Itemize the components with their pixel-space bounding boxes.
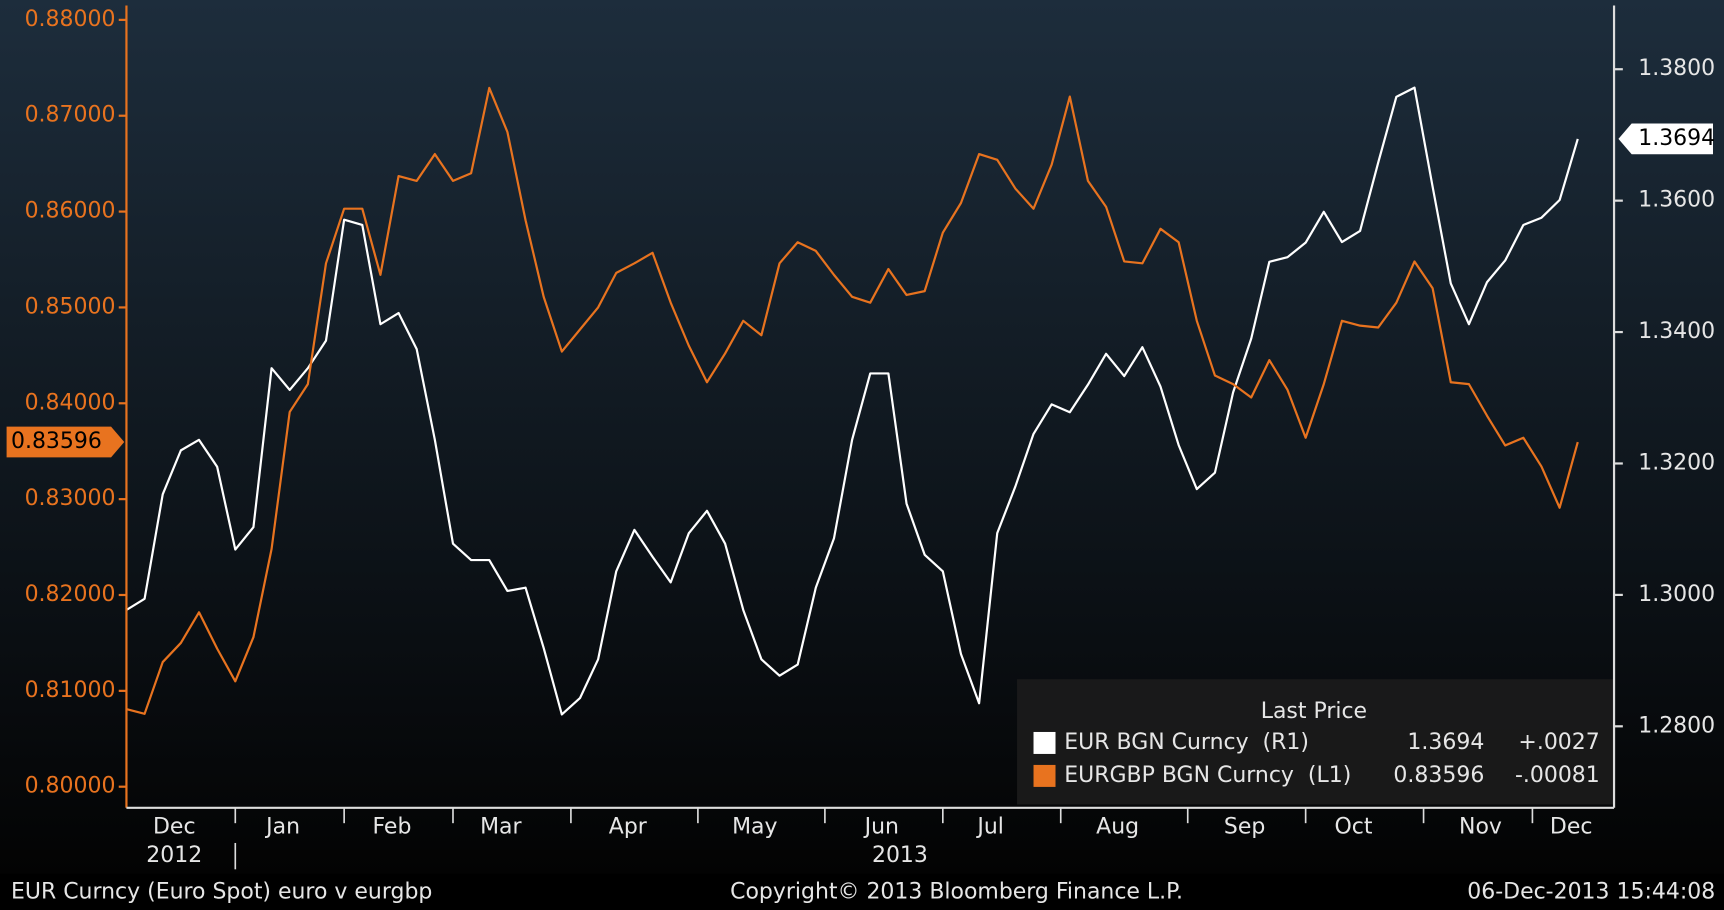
- footer-description: EUR Curncy (Euro Spot) euro v eurgbp: [11, 879, 432, 904]
- x-tick-label: Nov: [1459, 815, 1502, 840]
- y-tick-label: 0.88000: [25, 7, 116, 32]
- last-value-callout: [6, 426, 125, 458]
- x-tick-label: May: [732, 815, 777, 840]
- legend-last-price: 1.3694: [1407, 730, 1484, 755]
- y2-tick-label: 1.3200: [1638, 450, 1715, 475]
- x-tick-label: Sep: [1224, 815, 1265, 840]
- y-tick-label: 0.87000: [25, 103, 116, 128]
- legend-box: [1017, 679, 1615, 805]
- y2-tick-label: 1.3000: [1638, 582, 1715, 607]
- x-tick-label: Dec: [1550, 815, 1593, 840]
- x-tick-label: Jan: [264, 815, 300, 840]
- y-tick-label: 0.83000: [25, 486, 116, 511]
- y-tick-label: 0.84000: [25, 390, 116, 415]
- x-tick-label: Dec: [153, 815, 196, 840]
- y-tick-label: 0.82000: [25, 582, 116, 607]
- y-tick-label: 0.86000: [25, 199, 116, 224]
- legend-change: -.00081: [1515, 763, 1600, 788]
- y-tick-label: 0.81000: [25, 678, 116, 703]
- legend-label: EURGBP BGN Curncy (L1): [1064, 763, 1351, 788]
- legend-label: EUR BGN Curncy (R1): [1064, 730, 1309, 755]
- x-tick-label: Jul: [975, 815, 1004, 840]
- x-tick-label: Apr: [609, 815, 648, 840]
- series-layer: [125, 86, 1579, 716]
- y-tick-label: 0.80000: [25, 774, 116, 799]
- last-value-callout: [1618, 123, 1714, 155]
- y2-tick-label: 1.3600: [1638, 188, 1715, 213]
- x-tick-label: Oct: [1334, 815, 1372, 840]
- y2-tick-label: 1.2800: [1638, 713, 1715, 738]
- y-tick-label: 0.85000: [25, 294, 116, 319]
- x-tick-label: Aug: [1096, 815, 1139, 840]
- year-label: 2013: [872, 843, 928, 868]
- x-tick-label: Mar: [480, 815, 522, 840]
- copyright: Copyright© 2013 Bloomberg Finance L.P.: [730, 879, 1183, 904]
- y2-tick-label: 1.3400: [1638, 319, 1715, 344]
- series-line: [125, 86, 1579, 716]
- legend-change: +.0027: [1518, 730, 1599, 755]
- x-tick-label: Feb: [373, 815, 412, 840]
- x-tick-label: Jun: [863, 815, 899, 840]
- legend-last-price: 0.83596: [1393, 763, 1484, 788]
- timestamp: 06-Dec-2013 15:44:08: [1467, 879, 1715, 904]
- legend-swatch: [1033, 764, 1056, 787]
- year-label: 2012: [146, 843, 202, 868]
- legend-swatch: [1033, 731, 1056, 754]
- series-line: [126, 86, 1579, 715]
- y2-tick-label: 1.3800: [1638, 56, 1715, 81]
- last-value-label: 1.3694: [1638, 126, 1715, 151]
- last-value-label: 0.83596: [11, 429, 102, 454]
- legend-title: Last Price: [1261, 699, 1367, 724]
